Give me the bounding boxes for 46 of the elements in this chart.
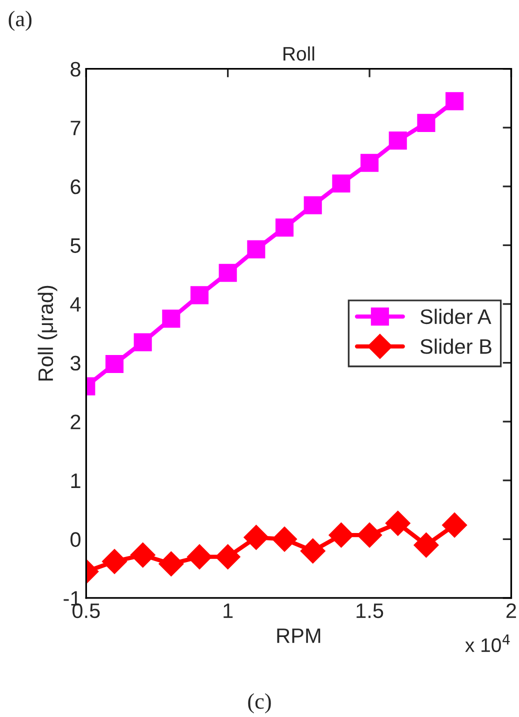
- point: [328, 522, 354, 548]
- x-axis-title: RPM: [277, 628, 320, 643]
- y-tick-label: 4: [70, 297, 81, 312]
- y-tick-label: 0: [70, 532, 80, 547]
- y-tick-label: 2: [70, 414, 80, 430]
- y-tick-label: 7: [70, 120, 80, 136]
- point: [215, 544, 241, 570]
- point: [162, 310, 180, 328]
- point: [134, 333, 152, 352]
- y-tick-label: 8: [70, 62, 80, 77]
- x-tick-label: 2: [506, 603, 516, 618]
- point: [190, 286, 209, 304]
- y-tick-label: 3: [70, 356, 80, 371]
- text: (c): [248, 693, 271, 714]
- point: [130, 542, 156, 568]
- point: [417, 114, 436, 132]
- point: [332, 174, 350, 193]
- point: [218, 264, 237, 282]
- point: [247, 240, 266, 258]
- point: [275, 218, 294, 237]
- point: [356, 522, 382, 548]
- text: (a): [8, 10, 32, 31]
- x-tick-label: 1: [224, 604, 233, 618]
- y-tick-label: 1: [71, 474, 80, 488]
- point: [442, 512, 468, 538]
- point: [186, 544, 212, 570]
- point: [243, 524, 269, 550]
- y-tick-label: 6: [70, 179, 80, 194]
- point: [360, 154, 379, 172]
- legend-label: Slider B: [420, 338, 492, 354]
- point: [105, 354, 124, 374]
- point: [385, 510, 411, 536]
- point: [158, 551, 184, 577]
- chart-title: Roll: [284, 46, 314, 61]
- y-tick-label: 5: [70, 238, 80, 253]
- point: [300, 538, 326, 564]
- text: x 10$^{4}$: [465, 634, 510, 652]
- point: [388, 132, 407, 150]
- point: [413, 532, 439, 558]
- legend-label: Slider A: [420, 308, 492, 324]
- y-axis-title: Roll (μrad): [38, 286, 58, 381]
- x-tick-label: 1.5: [356, 604, 384, 618]
- point: [304, 196, 322, 214]
- point: [102, 548, 128, 574]
- point: [446, 92, 464, 110]
- point: [272, 526, 298, 552]
